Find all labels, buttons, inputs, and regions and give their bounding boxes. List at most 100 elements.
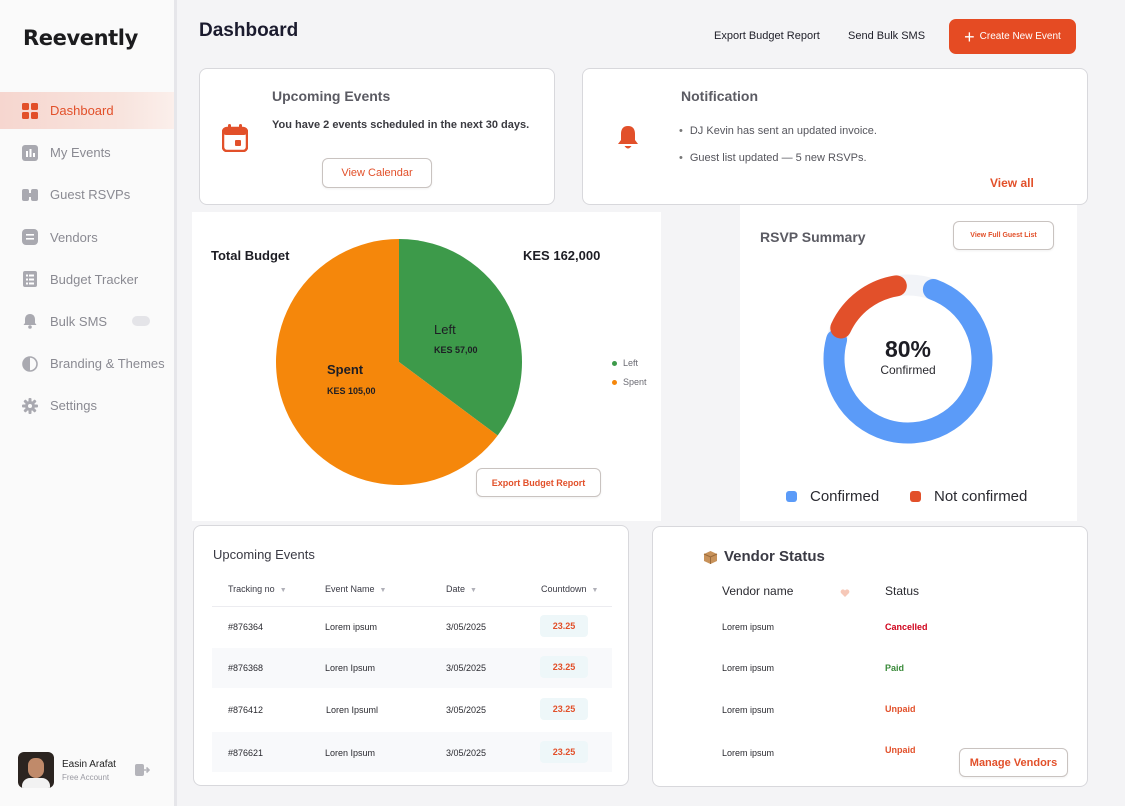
upcoming-events-summary-text: You have 2 events scheduled in the next … (272, 119, 530, 131)
sidebar-item-branding-themes[interactable]: Branding & Themes (0, 345, 174, 382)
legend-item-left: Left (612, 358, 647, 368)
upcoming-events-summary-card: Upcoming Events You have 2 events schedu… (199, 68, 555, 205)
vendor-name-cell: Lorem ipsum (722, 748, 775, 758)
total-budget-amount: KES 162,000 (523, 248, 601, 263)
notification-list: DJ Kevin has sent an updated invoice. Gu… (679, 125, 877, 179)
upcoming-events-table-card: Upcoming Events Tracking no ▼ Event Name ▼… (193, 525, 629, 786)
sort-caret-icon: ▼ (470, 587, 477, 594)
status-badge: Paid (885, 663, 905, 673)
status-badge: Unpaid (885, 745, 916, 755)
sidebar-item-label: My Events (50, 145, 111, 161)
export-budget-report-link[interactable]: Export Budget Report (714, 30, 820, 42)
avatar (18, 752, 54, 788)
sidebar: Reevently Dashboard My Events Guest RSVP… (0, 0, 177, 806)
vendor-status-title: Vendor Status (703, 548, 825, 565)
package-icon (703, 550, 718, 564)
legend-item-not-confirmed: Not confirmed (910, 488, 1027, 505)
sidebar-item-guest-rsvps[interactable]: Guest RSVPs (0, 176, 174, 213)
pie-slice-left[interactable] (399, 239, 522, 436)
status-badge: Unpaid (885, 704, 916, 714)
sort-caret-icon: ▼ (279, 587, 287, 594)
notification-item[interactable]: Guest list updated — 5 new RSVPs. (679, 152, 877, 164)
bulk-sms-toggle[interactable] (132, 315, 150, 326)
sidebar-item-label: Budget Tracker (50, 271, 139, 287)
budget-pie-chart: Left KES 57,00 Spent KES 105,00 (276, 239, 522, 486)
legend-item-spent: Spent (612, 377, 647, 387)
total-budget-label: Total Budget (211, 248, 290, 263)
user-profile[interactable]: Easin Arafat Free Account (18, 752, 116, 788)
rsvp-percent-caption: Confirmed (880, 363, 936, 377)
upcoming-events-table-title: Upcoming Events (213, 547, 315, 562)
create-new-event-button[interactable]: + Create New Event (949, 19, 1076, 54)
view-full-guest-list-button[interactable]: View Full Guest List (953, 221, 1054, 250)
pie-slice-spent[interactable] (276, 239, 498, 486)
cell-event-name: Loren Ipsuml (326, 705, 379, 715)
column-header-vendor-name[interactable]: Vendor name (722, 584, 794, 598)
export-budget-report-button[interactable]: Export Budget Report (476, 468, 601, 497)
countdown-badge: 23.25 (540, 698, 588, 720)
budget-chart-card: Total Budget KES 162,000 Left KES 57,00 Sp… (192, 212, 661, 521)
calendar-icon (221, 124, 249, 157)
send-bulk-sms-link[interactable]: Send Bulk SMS (848, 30, 926, 42)
cell-event-name: Lorem ipsum (325, 622, 378, 632)
logout-icon[interactable] (134, 762, 151, 778)
cell-date: 3/05/2025 (446, 663, 487, 673)
app-logo[interactable]: Reevently (23, 26, 138, 50)
vendor-status-card: Vendor Status Vendor name Status Lorem i… (652, 526, 1088, 787)
guests-icon (22, 187, 38, 203)
upcoming-events-summary-title: Upcoming Events (272, 88, 391, 104)
sidebar-item-label: Branding & Themes (50, 356, 165, 372)
heart-icon (840, 585, 850, 597)
vendors-icon (22, 229, 38, 246)
cell-event-name: Loren Ipsum (325, 748, 376, 758)
sidebar-item-settings[interactable]: Settings (0, 387, 174, 424)
countdown-badge: 23.25 (540, 615, 588, 637)
sidebar-item-label: Settings (50, 398, 97, 414)
sidebar-item-label: Bulk SMS (50, 313, 108, 329)
sidebar-item-my-events[interactable]: My Events (0, 134, 174, 171)
sidebar-item-bulk-sms[interactable]: Bulk SMS (0, 303, 174, 340)
column-header-countdown[interactable]: Countdown ▼ (541, 584, 599, 594)
bar-chart-icon (22, 144, 38, 161)
rsvp-summary-title: RSVP Summary (760, 229, 866, 245)
dashboard-grid-icon (22, 102, 38, 119)
view-calendar-button[interactable]: View Calendar (322, 158, 432, 188)
cell-date: 3/05/2025 (446, 622, 487, 632)
countdown-badge: 23.25 (540, 741, 588, 763)
cell-tracking-no: #876364 (228, 622, 264, 632)
column-header-status[interactable]: Status (885, 584, 920, 598)
pie-label-left: Left (434, 322, 456, 337)
sidebar-item-vendors[interactable]: Vendors (0, 219, 174, 256)
column-header-tracking-no[interactable]: Tracking no ▼ (228, 584, 287, 594)
sidebar-item-dashboard[interactable]: Dashboard (0, 92, 174, 129)
plus-icon: + (964, 26, 975, 47)
user-name: Easin Arafat (62, 758, 116, 770)
donut-segment-confirmed[interactable] (823, 278, 993, 444)
column-header-event-name[interactable]: Event Name ▼ (325, 584, 387, 594)
pie-value-label-left: KES 57,00 (434, 345, 478, 355)
vendor-name-cell: Lorem ipsum (722, 622, 775, 632)
pie-value-label-spent: KES 105,00 (327, 386, 376, 396)
budget-chart-legend: Left Spent (612, 358, 647, 396)
cell-tracking-no: #876412 (228, 705, 264, 715)
bell-icon (615, 124, 641, 157)
donut-segment-not-confirmed[interactable] (830, 275, 907, 339)
cell-date: 3/05/2025 (446, 748, 487, 758)
countdown-badge: 23.25 (540, 656, 588, 678)
sidebar-item-label: Guest RSVPs (50, 187, 131, 203)
cell-tracking-no: #876368 (228, 663, 264, 673)
vendor-name-cell: Lorem ipsum (722, 705, 775, 715)
cell-date: 3/05/2025 (446, 705, 487, 715)
manage-vendors-button[interactable]: Manage Vendors (959, 748, 1068, 777)
sidebar-item-label: Vendors (50, 229, 98, 245)
page-title: Dashboard (199, 20, 299, 41)
rsvp-donut-chart (823, 274, 993, 444)
view-all-link[interactable]: View all (990, 176, 1034, 190)
column-header-date[interactable]: Date ▼ (446, 584, 477, 594)
sidebar-item-budget-tracker[interactable]: Budget Tracker (0, 261, 174, 298)
notification-title: Notification (681, 88, 758, 104)
notification-item[interactable]: DJ Kevin has sent an updated invoice. (679, 125, 877, 137)
sidebar-item-label: Dashboard (50, 103, 114, 118)
status-badge: Cancelled (885, 622, 928, 632)
sort-caret-icon: ▼ (379, 587, 387, 594)
